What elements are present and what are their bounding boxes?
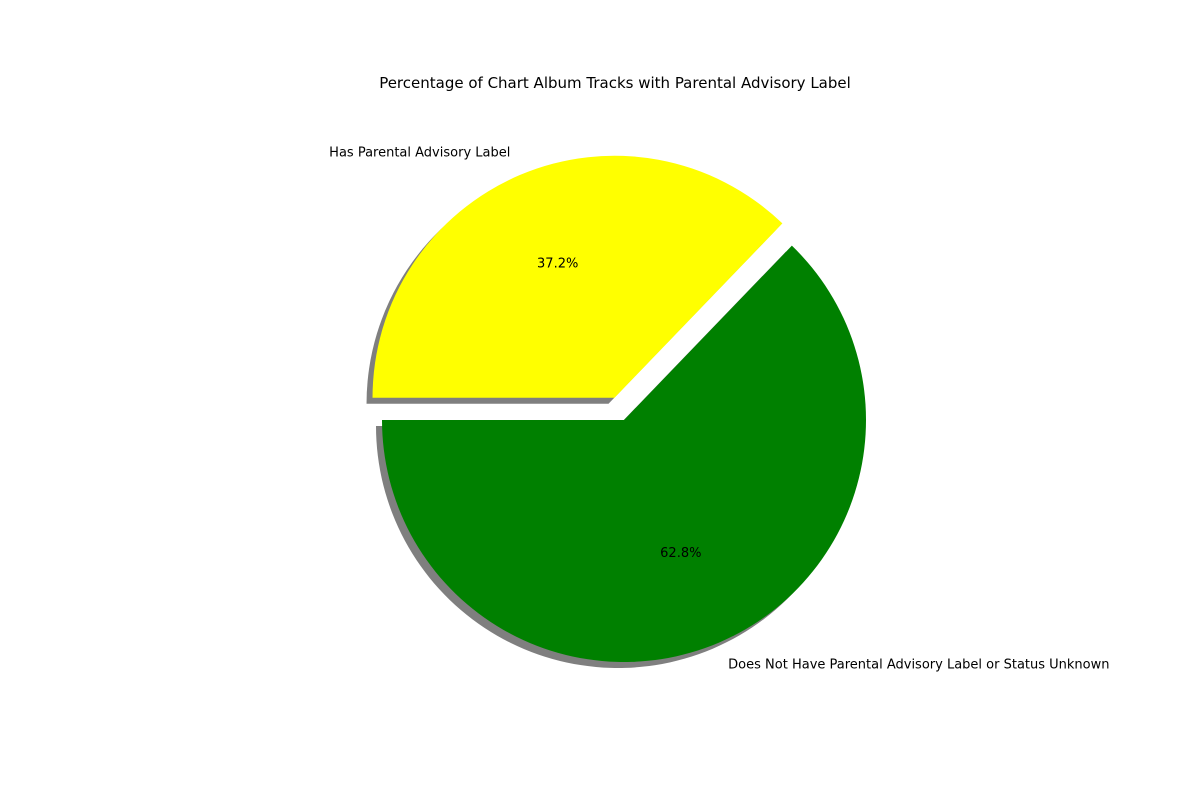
slice-label-has-parental-advisory-label: Has Parental Advisory Label [329,145,510,160]
pie-label-layer: Has Parental Advisory Label 37.2% Does Not… [329,145,1109,672]
pie-slice-does-not-have-parental-advisory-label-or-status-unknown [382,245,867,662]
slice-label-does-not-have-parental-advisory-label-or-status-unknown: Does Not Have Parental Advisory Label or… [728,657,1109,672]
chart-title: Percentage of Chart Album Tracks with Pa… [379,74,851,92]
pie-slice-layer [372,155,867,662]
pie-slice-has-parental-advisory-label [372,155,783,398]
pct-label-has-parental-advisory-label: 37.2% [537,257,578,272]
pct-label-does-not-have-parental-advisory-label-or-status-unknown: 62.8% [660,546,701,561]
